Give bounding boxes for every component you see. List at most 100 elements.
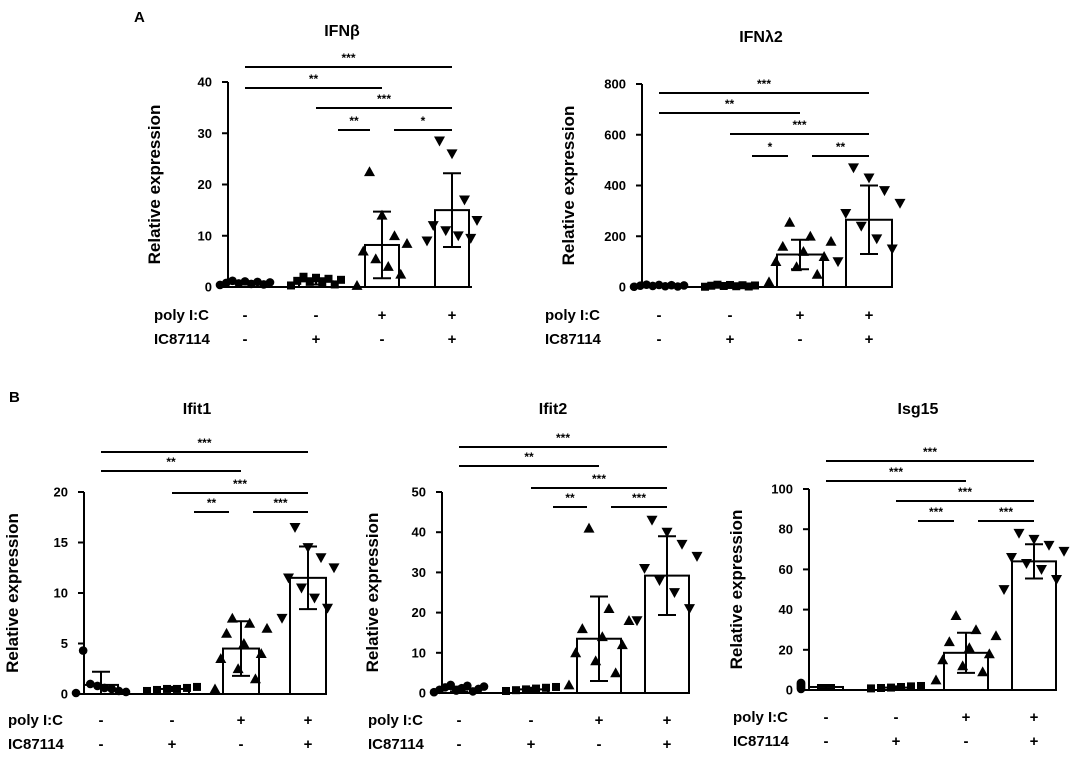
data-point	[324, 274, 333, 283]
data-point	[642, 280, 651, 290]
data-point	[261, 622, 273, 633]
condition-sign: +	[527, 736, 536, 753]
data-point	[667, 280, 676, 290]
significance-label: *	[768, 140, 773, 154]
y-tick-label: 80	[779, 522, 793, 537]
data-point	[283, 573, 294, 584]
condition-sign: -	[964, 733, 969, 750]
condition-sign: +	[378, 307, 387, 324]
ic87114-label: IC87114	[8, 736, 65, 753]
data-point	[871, 234, 883, 245]
y-tick-label: 60	[779, 562, 793, 577]
condition-sign: +	[726, 331, 735, 348]
data-point	[970, 624, 982, 635]
data-point	[937, 654, 949, 665]
data-point	[552, 682, 560, 691]
data-point	[244, 617, 256, 628]
data-point	[894, 198, 906, 209]
data-point	[977, 666, 989, 677]
condition-sign: -	[380, 331, 385, 348]
y-tick-label: 15	[54, 535, 68, 550]
data-point	[886, 244, 898, 255]
data-point	[276, 613, 288, 624]
data-point	[603, 603, 615, 613]
y-axis-label: Relative expression	[559, 106, 578, 266]
data-point	[763, 276, 775, 287]
data-point	[840, 209, 852, 219]
data-point	[337, 275, 345, 284]
condition-sign: -	[597, 736, 602, 753]
condition-sign: -	[243, 307, 248, 324]
data-point	[784, 216, 796, 227]
condition-sign: +	[865, 307, 874, 324]
condition-sign: +	[796, 307, 805, 324]
data-point	[1028, 534, 1040, 545]
data-point	[631, 616, 643, 627]
data-point	[446, 149, 458, 160]
data-point	[289, 522, 301, 533]
data-point	[616, 639, 628, 650]
data-point	[983, 648, 995, 659]
data-point	[623, 615, 635, 626]
data-point	[389, 230, 400, 241]
y-tick-label: 100	[771, 482, 793, 497]
significance-label: ***	[929, 505, 943, 519]
data-point	[811, 268, 823, 279]
condition-sign: -	[657, 331, 662, 348]
condition-sign: -	[314, 307, 319, 324]
poly-ic-label: poly I:C	[154, 307, 209, 324]
data-point	[302, 543, 314, 554]
condition-sign: -	[243, 331, 248, 348]
y-tick-label: 0	[619, 280, 626, 295]
data-point	[732, 282, 741, 291]
significance-label: ***	[341, 51, 355, 65]
data-point	[255, 648, 267, 658]
data-point	[153, 685, 161, 694]
data-point	[998, 585, 1010, 595]
condition-sign: +	[168, 736, 177, 753]
data-point	[315, 553, 327, 564]
data-point	[654, 280, 664, 290]
data-point	[639, 563, 650, 574]
panel-letter-a: A	[134, 9, 145, 26]
data-point	[421, 236, 433, 247]
data-point	[990, 630, 1002, 641]
data-point	[357, 245, 369, 256]
data-point	[465, 233, 477, 244]
y-tick-label: 0	[61, 687, 68, 702]
data-point	[446, 680, 455, 690]
poly-ic-label: poly I:C	[733, 709, 788, 726]
data-point	[330, 280, 339, 289]
y-axis-label: Relative expression	[3, 513, 22, 673]
data-point	[963, 642, 975, 653]
y-tick-label: 20	[54, 485, 68, 500]
data-point	[299, 272, 308, 281]
y-tick-label: 10	[198, 228, 212, 243]
data-point	[121, 687, 131, 697]
data-point	[744, 282, 753, 291]
poly-ic-label: poly I:C	[545, 307, 600, 324]
data-point	[351, 279, 363, 290]
data-point	[877, 683, 885, 692]
data-point	[576, 623, 588, 634]
y-tick-label: 5	[61, 636, 68, 651]
data-point	[71, 688, 81, 698]
y-tick-label: 10	[412, 645, 426, 660]
data-point	[322, 603, 333, 614]
data-point	[309, 593, 320, 604]
data-point	[522, 685, 530, 694]
data-point	[563, 679, 575, 690]
chart-isg15: Isg15 Relative expression 0 20 40 60 80 100 *** *…	[727, 401, 1070, 750]
ic87114-label: IC87114	[733, 733, 790, 750]
significance-label: ***	[792, 118, 806, 132]
data-point	[646, 515, 658, 526]
data-point	[570, 647, 582, 658]
data-point	[596, 631, 608, 642]
y-tick-label: 0	[419, 686, 426, 701]
condition-sign: -	[170, 712, 175, 729]
data-point	[395, 268, 407, 279]
y-tick-label: 600	[604, 127, 626, 142]
condition-sign: +	[892, 733, 901, 750]
